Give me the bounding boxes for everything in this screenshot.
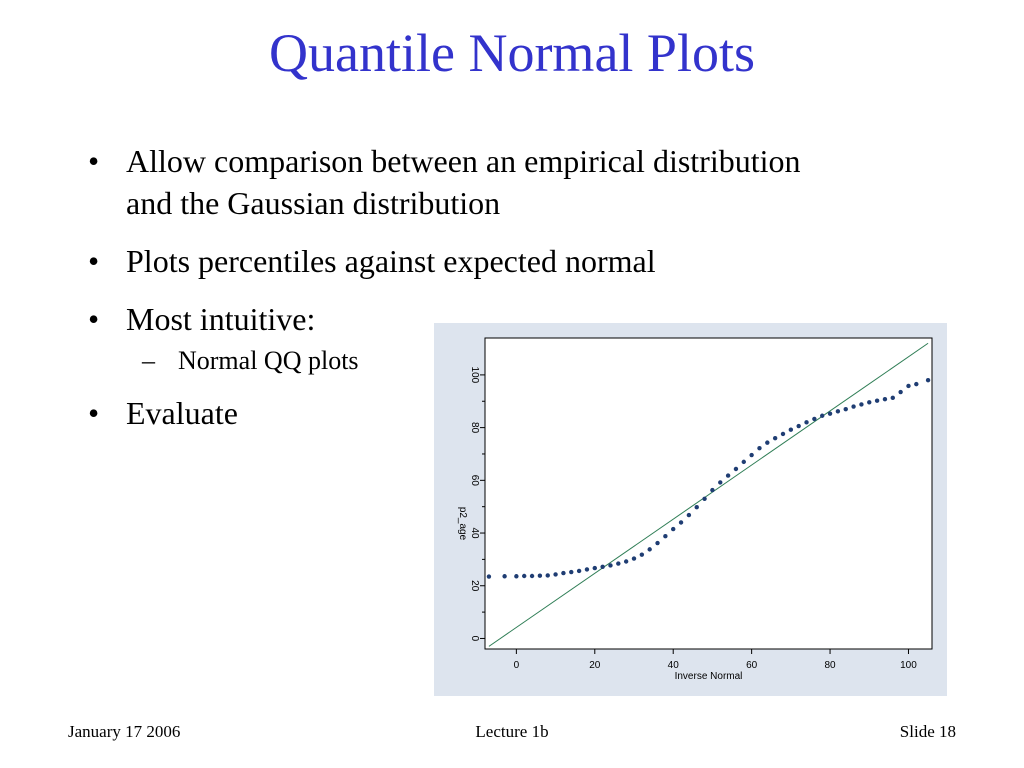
data-point (812, 416, 817, 422)
x-tick-label: 60 (746, 660, 758, 671)
x-axis-title: Inverse Normal (675, 671, 743, 682)
dash-icon: – (142, 346, 155, 375)
footer-lecture: Lecture 1b (475, 722, 549, 741)
data-point (655, 540, 660, 546)
bullet-text: Plots percentiles against expected norma… (126, 243, 656, 279)
data-point (780, 431, 786, 437)
bullet-text: Allow comparison between an empirical di… (126, 143, 801, 221)
data-point (663, 533, 668, 539)
data-point (545, 573, 550, 578)
data-point (820, 413, 825, 418)
data-point (772, 435, 778, 441)
data-point (859, 402, 864, 407)
bullet-item: • Allow comparison between an empirical … (88, 140, 808, 224)
data-point (851, 404, 856, 409)
y-tick-label: 60 (469, 475, 480, 487)
x-tick-label: 40 (668, 660, 680, 671)
data-point (537, 573, 543, 578)
data-point (671, 526, 676, 532)
reference-line (488, 342, 929, 647)
data-point (592, 565, 597, 571)
data-point (718, 480, 723, 485)
data-point (529, 573, 535, 579)
data-point (561, 570, 566, 576)
y-tick-label: 100 (469, 367, 480, 384)
y-tick-label: 20 (469, 580, 480, 592)
data-point (898, 389, 903, 395)
data-point (710, 487, 715, 493)
data-point (867, 400, 872, 405)
data-point (749, 452, 754, 458)
data-point (600, 564, 605, 569)
data-point (765, 440, 770, 445)
bullet-list: • Allow comparison between an empirical … (88, 140, 808, 450)
data-point (874, 398, 880, 403)
data-point (639, 552, 645, 557)
bullet-text: Evaluate (126, 395, 238, 431)
bullet-icon: • (88, 301, 100, 337)
y-tick-label: 80 (469, 422, 480, 434)
footer-slide-number: Slide 18 (899, 722, 956, 741)
data-point (890, 395, 895, 401)
data-point (576, 568, 582, 574)
data-point (647, 547, 652, 552)
data-point (584, 567, 590, 572)
data-point (608, 563, 613, 568)
data-point (925, 377, 931, 383)
data-point (906, 383, 911, 389)
footer-date: January 17 2006 (68, 722, 181, 741)
data-point (514, 574, 519, 579)
bullet-item: • Most intuitive: (88, 298, 808, 340)
x-tick-label: 100 (900, 660, 917, 671)
data-point (843, 406, 848, 412)
y-tick-label: 40 (469, 527, 480, 539)
data-point (741, 459, 746, 465)
data-point (914, 381, 919, 387)
x-tick-label: 0 (514, 660, 520, 671)
x-tick-label: 20 (589, 660, 601, 671)
data-point (788, 427, 794, 432)
bullet-icon: • (88, 395, 100, 431)
sub-bullet-item: – Normal QQ plots (88, 344, 808, 378)
data-point (616, 561, 621, 566)
x-tick-label: 80 (824, 660, 836, 671)
slide-title: Quantile Normal Plots (269, 23, 755, 83)
bullet-icon: • (88, 243, 100, 279)
data-point (757, 445, 762, 451)
data-point (686, 512, 692, 518)
data-point (733, 466, 739, 472)
bullet-item: • Plots percentiles against expected nor… (88, 240, 808, 282)
data-point (522, 573, 527, 579)
data-point (569, 569, 574, 575)
sub-bullet-text: Normal QQ plots (178, 346, 359, 375)
data-point (827, 411, 833, 416)
data-point (678, 520, 684, 525)
bullet-item: • Evaluate (88, 392, 808, 434)
y-tick-label: 0 (469, 636, 480, 642)
qq-plot-svg: 0 20 40 60 80 100 0 20 40 60 80 100 Inverse Normal p2… (457, 337, 933, 682)
data-point (486, 574, 492, 579)
data-point (702, 496, 707, 501)
data-point (835, 409, 841, 414)
data-point (804, 420, 809, 425)
bullet-text: Most intuitive: (126, 301, 316, 337)
y-axis-title: p2_age (457, 507, 468, 541)
bullet-icon: • (88, 143, 100, 179)
data-point (725, 473, 731, 478)
data-point (694, 505, 699, 510)
data-point (623, 559, 629, 564)
qq-plot-figure: 0 20 40 60 80 100 0 20 40 60 80 100 Inverse Normal p2… (434, 323, 947, 696)
data-point (882, 396, 888, 402)
data-point (631, 556, 637, 561)
data-point (553, 572, 558, 577)
data-point (502, 574, 507, 579)
data-point (796, 423, 801, 429)
